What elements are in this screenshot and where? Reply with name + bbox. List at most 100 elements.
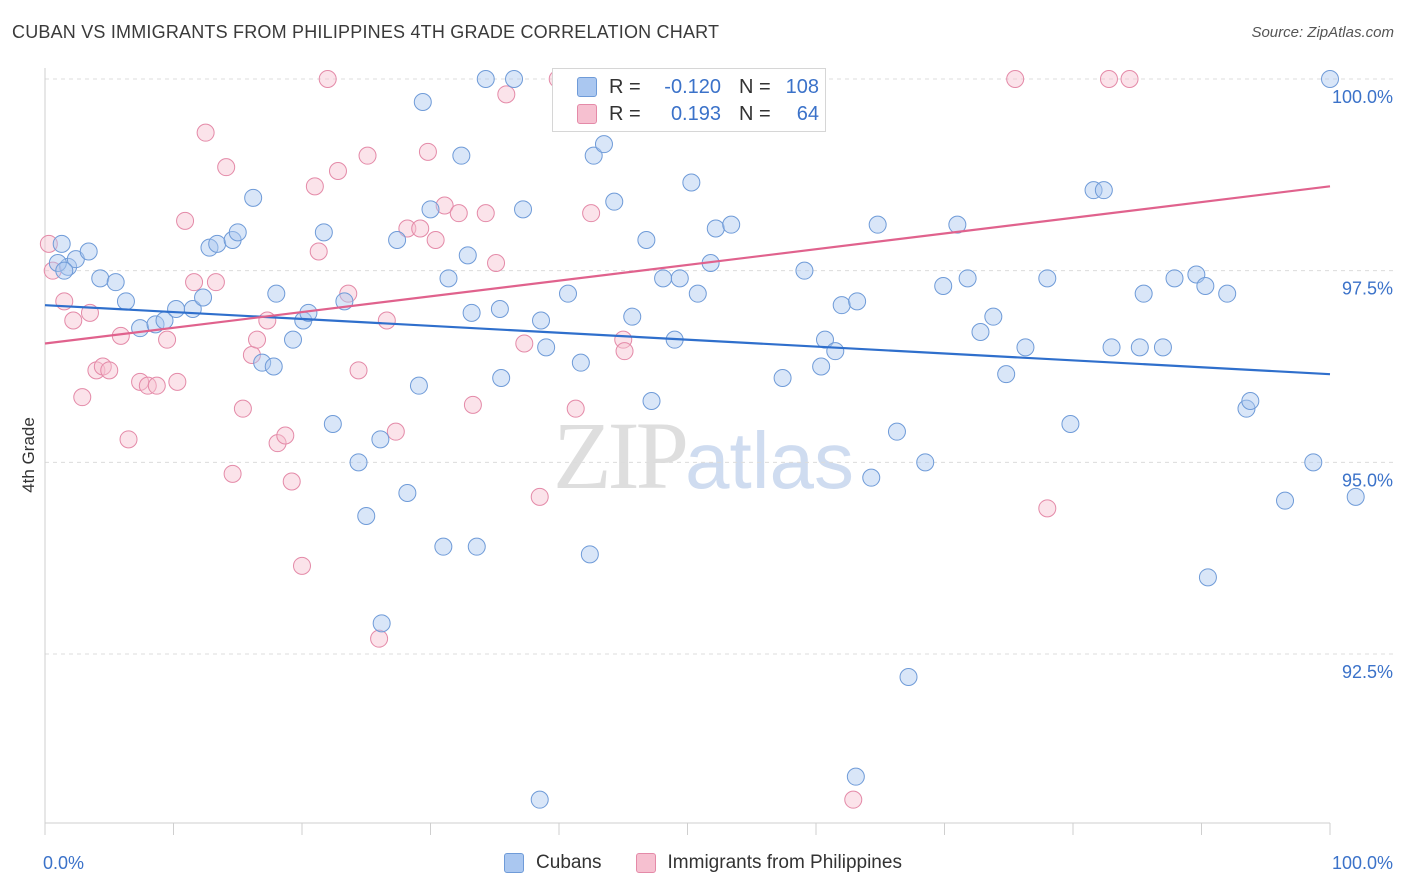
data-point-cubans <box>452 146 471 165</box>
data-point-cubans <box>167 300 186 318</box>
data-point-cubans <box>1061 415 1080 433</box>
data-point-cubans <box>194 288 213 307</box>
data-point-cubans <box>887 422 906 441</box>
data-point-philippines <box>398 219 417 238</box>
data-point-philippines <box>158 330 177 349</box>
data-point-cubans <box>514 200 533 219</box>
data-point-cubans <box>916 453 935 472</box>
data-point-cubans <box>323 415 342 433</box>
x-tick-label-max: 100.0% <box>1332 853 1393 873</box>
data-point-cubans <box>558 284 577 303</box>
data-point-cubans <box>388 231 407 249</box>
trend-lines <box>44 185 1331 376</box>
data-point-philippines <box>1006 70 1025 88</box>
data-point-cubans <box>91 269 110 288</box>
y-axis-label: 4th Grade <box>19 417 38 493</box>
data-point-philippines <box>276 426 295 445</box>
data-point-cubans <box>795 261 814 280</box>
data-point-cubans <box>371 430 390 449</box>
data-point-cubans <box>848 292 867 311</box>
data-point-cubans <box>228 223 247 242</box>
data-point-cubans <box>934 277 953 295</box>
data-point-cubans <box>594 135 613 154</box>
data-point-philippines <box>497 85 516 104</box>
y-tick-label: 97.5% <box>1342 279 1393 299</box>
data-point-cubans <box>1130 338 1149 357</box>
data-point-cubans <box>1016 338 1035 357</box>
data-point-philippines <box>377 311 396 330</box>
data-point-philippines <box>515 334 534 353</box>
data-point-philippines <box>217 158 236 177</box>
data-point-philippines <box>463 395 482 414</box>
x-tick-label-min: 0.0% <box>43 853 84 873</box>
data-point-cubans <box>1276 491 1295 510</box>
data-point-cubans <box>1196 277 1215 295</box>
legend-item-cubans[interactable]: Cubans <box>504 852 602 874</box>
data-point-cubans <box>654 269 673 288</box>
data-point-cubans <box>1218 284 1237 303</box>
legend-label-cubans: Cubans <box>536 852 602 873</box>
data-point-philippines <box>358 146 377 165</box>
data-point-philippines <box>147 376 166 395</box>
data-point-cubans <box>971 323 990 341</box>
data-point-cubans <box>413 93 432 111</box>
data-point-cubans <box>52 234 71 253</box>
data-point-cubans <box>439 269 458 288</box>
data-point-cubans <box>79 242 98 261</box>
data-point-philippines <box>1038 499 1057 518</box>
legend-row-philippines: R = 0.193 N = 64 <box>577 101 819 127</box>
data-point-cubans <box>357 507 376 525</box>
data-point-cubans <box>505 70 524 88</box>
data-point-cubans <box>984 307 1003 326</box>
legend-n-label: N = <box>739 75 771 98</box>
data-point-philippines <box>418 142 437 161</box>
data-point-cubans <box>48 254 67 272</box>
data-point-cubans <box>116 292 135 311</box>
data-point-philippines <box>100 361 119 380</box>
data-point-cubans <box>706 219 725 238</box>
data-point-philippines <box>282 472 301 491</box>
data-point-philippines <box>248 330 267 349</box>
stats-legend: R = -0.120 N = 108 R = 0.193 N = 64 <box>552 68 826 132</box>
legend-item-philippines[interactable]: Immigrants from Philippines <box>635 852 902 874</box>
data-point-philippines <box>39 234 58 253</box>
data-point-philippines <box>73 388 92 407</box>
data-point-cubans <box>530 790 549 809</box>
legend-swatch-philippines <box>635 853 656 873</box>
data-point-cubans <box>1134 284 1153 303</box>
data-point-cubans <box>490 300 509 318</box>
data-point-cubans <box>409 376 428 395</box>
data-point-cubans <box>1346 487 1365 506</box>
data-point-cubans <box>862 468 881 487</box>
data-point-cubans <box>958 269 977 288</box>
watermark: ZIPatlas <box>553 400 854 511</box>
data-point-philippines <box>426 231 445 249</box>
legend-r-label: R = <box>609 75 641 98</box>
legend-row-cubans: R = -0.120 N = 108 <box>577 74 819 100</box>
data-point-philippines <box>293 556 311 575</box>
data-point-cubans <box>1102 338 1121 357</box>
data-point-cubans <box>462 303 481 322</box>
data-point-cubans <box>826 342 845 361</box>
data-point-cubans <box>264 357 283 376</box>
data-point-cubans <box>1241 392 1260 410</box>
axis-labels: 92.5% 95.0% 97.5% 100.0% 0.0% 100.0% 4th Grade <box>19 87 1393 873</box>
data-point-cubans <box>1038 269 1057 288</box>
data-point-philippines <box>530 487 549 506</box>
data-point-cubans <box>571 353 590 372</box>
data-point-cubans <box>458 246 477 265</box>
data-point-cubans <box>623 307 642 326</box>
data-point-cubans <box>584 146 603 165</box>
data-point-cubans <box>642 392 661 410</box>
data-point-cubans <box>832 296 851 315</box>
data-point-cubans <box>349 453 368 472</box>
axes <box>44 68 1331 835</box>
series-philippines-points <box>39 70 1139 809</box>
y-tick-label: 95.0% <box>1342 470 1393 490</box>
data-point-philippines <box>233 399 252 418</box>
data-point-philippines <box>318 70 337 88</box>
data-point-philippines <box>582 204 601 223</box>
data-point-cubans <box>537 338 556 357</box>
data-point-philippines <box>349 361 368 380</box>
